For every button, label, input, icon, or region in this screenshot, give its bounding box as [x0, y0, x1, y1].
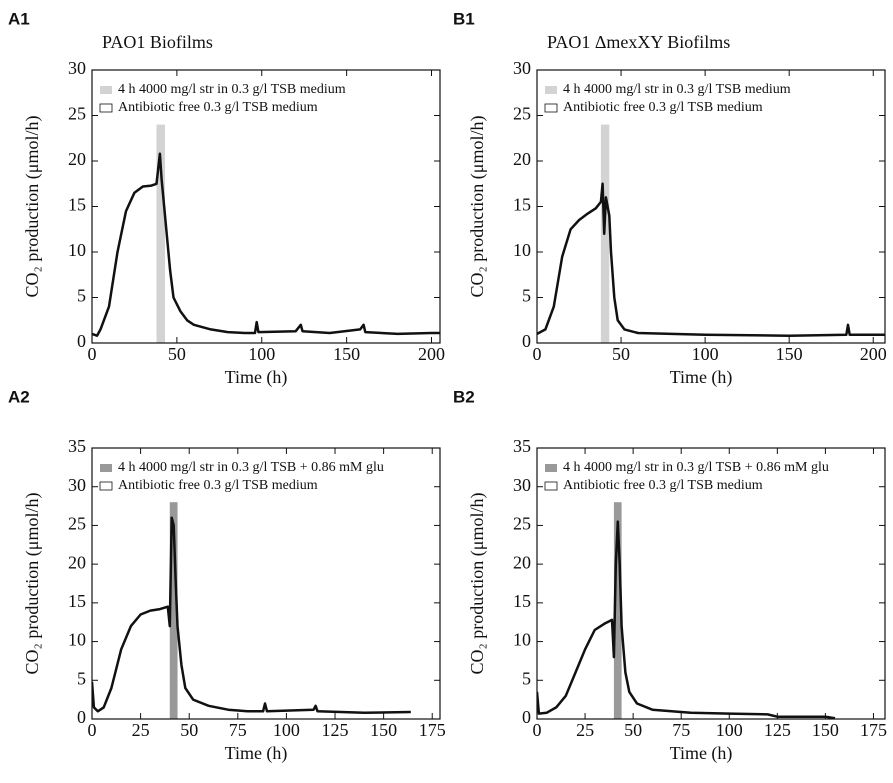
y-tick-label: 5: [77, 286, 86, 306]
panel-label: A2: [8, 387, 30, 406]
legend-swatch: [100, 464, 112, 472]
panel-label: B2: [453, 387, 475, 406]
x-axis-label: Time (h): [225, 743, 288, 764]
y-axis-label: CO₂ production (μmol/h): [467, 493, 488, 675]
y-tick-label: 20: [68, 552, 86, 572]
y-tick-label: 20: [513, 552, 531, 572]
y-tick-label: 15: [68, 591, 86, 611]
y-tick-label: 15: [513, 195, 531, 215]
x-axis-label: Time (h): [225, 367, 288, 388]
y-tick-label: 0: [77, 707, 86, 727]
x-tick-label: 100: [716, 720, 743, 740]
x-tick-label: 50: [624, 720, 642, 740]
y-tick-label: 30: [68, 475, 86, 495]
y-tick-label: 5: [522, 668, 531, 688]
legend-label: Antibiotic free 0.3 g/l TSB medium: [563, 100, 763, 115]
y-tick-label: 25: [68, 104, 86, 124]
treatment-band: [156, 124, 165, 343]
x-axis-label: Time (h): [670, 367, 733, 388]
y-tick-label: 25: [68, 514, 86, 534]
x-tick-label: 200: [418, 344, 445, 364]
x-tick-label: 25: [576, 720, 594, 740]
plot-frame: [536, 447, 886, 720]
legend-swatch: [545, 86, 557, 94]
series-line: [92, 516, 411, 715]
y-tick-label: 30: [68, 58, 86, 78]
y-tick-label: 0: [522, 331, 531, 351]
legend-label: Antibiotic free 0.3 g/l TSB medium: [118, 478, 318, 493]
y-tick-label: 30: [513, 58, 531, 78]
y-tick-label: 10: [68, 630, 86, 650]
x-tick-label: 100: [692, 344, 719, 364]
x-tick-label: 150: [333, 344, 360, 364]
y-tick-label: 25: [513, 514, 531, 534]
y-tick-label: 35: [513, 436, 531, 456]
treatment-band: [613, 502, 622, 719]
y-tick-label: 20: [513, 149, 531, 169]
x-tick-label: 0: [533, 344, 542, 364]
x-tick-label: 125: [764, 720, 791, 740]
legend-swatch: [99, 103, 113, 113]
chart-title: PAO1 ΔmexXY Biofilms: [547, 32, 730, 52]
x-tick-label: 0: [88, 720, 97, 740]
y-axis-label: CO₂ production (μmol/h): [467, 116, 488, 298]
legend-swatch: [544, 481, 558, 491]
series-line: [537, 182, 885, 337]
legend-swatch: [100, 86, 112, 94]
legend-label: 4 h 4000 mg/l str in 0.3 g/l TSB + 0.86 …: [118, 460, 384, 475]
series-line: [92, 152, 440, 337]
legend-label: Antibiotic free 0.3 g/l TSB medium: [563, 478, 763, 493]
x-tick-label: 50: [168, 344, 186, 364]
x-tick-label: 75: [672, 720, 690, 740]
legend-label: 4 h 4000 mg/l str in 0.3 g/l TSB medium: [563, 82, 791, 97]
y-tick-label: 25: [513, 104, 531, 124]
x-tick-label: 25: [132, 720, 150, 740]
legend-label: 4 h 4000 mg/l str in 0.3 g/l TSB + 0.86 …: [563, 460, 829, 475]
y-tick-label: 5: [522, 286, 531, 306]
x-tick-label: 125: [322, 720, 349, 740]
y-tick-label: 15: [68, 195, 86, 215]
y-tick-label: 30: [513, 475, 531, 495]
y-tick-label: 35: [68, 436, 86, 456]
panel-label: B1: [453, 9, 475, 28]
y-axis-label: CO₂ production (μmol/h): [22, 116, 43, 298]
x-tick-label: 50: [612, 344, 630, 364]
x-tick-label: 150: [812, 720, 839, 740]
x-axis-label: Time (h): [670, 743, 733, 764]
x-tick-label: 150: [370, 720, 397, 740]
panel-label: A1: [8, 9, 30, 28]
x-tick-label: 100: [273, 720, 300, 740]
legend-label: 4 h 4000 mg/l str in 0.3 g/l TSB medium: [118, 82, 346, 97]
series-line: [537, 520, 836, 719]
y-axis-label: CO₂ production (μmol/h): [22, 493, 43, 675]
y-tick-label: 15: [513, 591, 531, 611]
x-tick-label: 175: [860, 720, 887, 740]
x-tick-label: 75: [229, 720, 247, 740]
y-tick-label: 20: [68, 149, 86, 169]
legend-swatch: [99, 481, 113, 491]
legend-label: Antibiotic free 0.3 g/l TSB medium: [118, 100, 318, 115]
y-tick-label: 0: [77, 331, 86, 351]
treatment-band: [169, 502, 178, 719]
legend-swatch: [544, 103, 558, 113]
plot-frame: [91, 447, 441, 720]
legend-swatch: [545, 464, 557, 472]
x-tick-label: 0: [88, 344, 97, 364]
x-tick-label: 0: [533, 720, 542, 740]
y-tick-label: 10: [513, 630, 531, 650]
y-tick-label: 0: [522, 707, 531, 727]
x-tick-label: 200: [860, 344, 887, 364]
y-tick-label: 10: [68, 240, 86, 260]
x-tick-label: 150: [776, 344, 803, 364]
x-tick-label: 50: [180, 720, 198, 740]
x-tick-label: 175: [419, 720, 446, 740]
y-tick-label: 10: [513, 240, 531, 260]
chart-title: PAO1 Biofilms: [102, 32, 213, 52]
x-tick-label: 100: [248, 344, 275, 364]
y-tick-label: 5: [77, 668, 86, 688]
